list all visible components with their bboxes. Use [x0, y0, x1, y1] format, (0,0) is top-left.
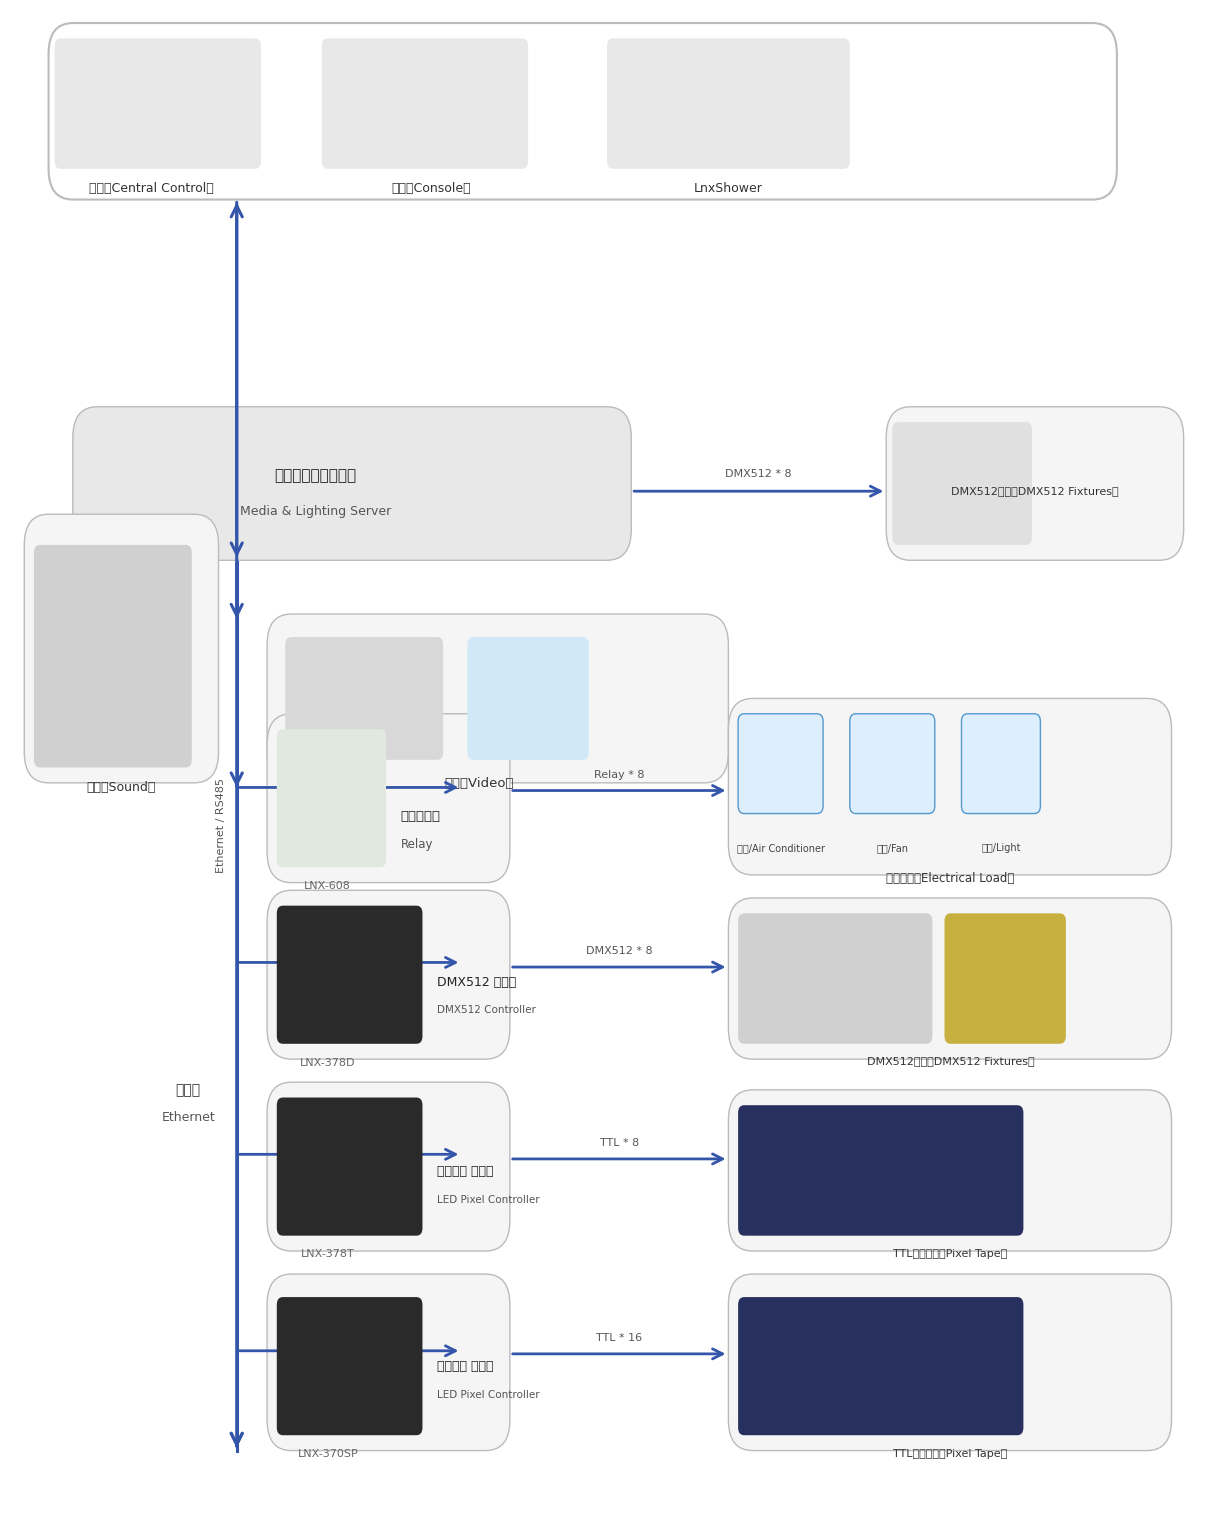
Text: DMX512 控制器: DMX512 控制器 [437, 976, 516, 989]
FancyBboxPatch shape [738, 1297, 1023, 1435]
Text: Ethernet: Ethernet [161, 1111, 215, 1124]
FancyBboxPatch shape [285, 637, 443, 760]
FancyBboxPatch shape [73, 407, 631, 560]
Text: DMX512 Controller: DMX512 Controller [437, 1005, 535, 1015]
FancyBboxPatch shape [267, 714, 510, 883]
FancyBboxPatch shape [277, 1297, 422, 1435]
Text: Ethernet / RS485: Ethernet / RS485 [216, 778, 226, 872]
Text: 像素灯带 控制器: 像素灯带 控制器 [437, 1165, 494, 1177]
FancyBboxPatch shape [49, 23, 1117, 200]
Text: Relay * 8: Relay * 8 [594, 769, 645, 780]
FancyBboxPatch shape [467, 637, 589, 760]
FancyBboxPatch shape [728, 1274, 1172, 1451]
Text: TTL像素灯带（Pixel Tape）: TTL像素灯带（Pixel Tape） [894, 1249, 1008, 1260]
FancyBboxPatch shape [267, 1082, 510, 1251]
FancyBboxPatch shape [267, 614, 728, 783]
Text: LNX-370SP: LNX-370SP [297, 1449, 358, 1460]
Text: LNX-378D: LNX-378D [300, 1058, 356, 1068]
Text: Media & Lighting Server: Media & Lighting Server [240, 505, 391, 517]
FancyBboxPatch shape [24, 514, 219, 783]
Text: DMX512灯具（DMX512 Fixtures）: DMX512灯具（DMX512 Fixtures） [867, 1056, 1034, 1067]
Text: 电气负载（Electrical Load）: 电气负载（Electrical Load） [886, 872, 1015, 884]
Text: TTL像素灯带（Pixel Tape）: TTL像素灯带（Pixel Tape） [894, 1449, 1008, 1460]
FancyBboxPatch shape [322, 38, 528, 169]
Text: 空调/Air Conditioner: 空调/Air Conditioner [737, 843, 824, 853]
Text: 媒体灯光主控服务器: 媒体灯光主控服务器 [274, 468, 357, 484]
FancyBboxPatch shape [961, 714, 1040, 814]
Text: DMX512 * 8: DMX512 * 8 [726, 468, 792, 479]
Text: 继电器开关: 继电器开关 [401, 810, 441, 823]
Text: 控台（Console）: 控台（Console） [391, 183, 471, 195]
FancyBboxPatch shape [892, 422, 1032, 545]
Text: 音响（Sound）: 音响（Sound） [86, 781, 157, 794]
FancyBboxPatch shape [267, 1274, 510, 1451]
Text: 以太网: 以太网 [176, 1082, 200, 1098]
FancyBboxPatch shape [277, 1098, 422, 1236]
FancyBboxPatch shape [728, 698, 1172, 875]
Text: LED Pixel Controller: LED Pixel Controller [437, 1196, 540, 1205]
Text: LED Pixel Controller: LED Pixel Controller [437, 1391, 540, 1400]
Text: 像素灯带 控制器: 像素灯带 控制器 [437, 1360, 494, 1372]
Text: 灯具/Light: 灯具/Light [982, 843, 1021, 853]
FancyBboxPatch shape [886, 407, 1184, 560]
Text: 视频（Video）: 视频（Video） [444, 777, 515, 789]
FancyBboxPatch shape [277, 729, 386, 867]
FancyBboxPatch shape [267, 890, 510, 1059]
Text: DMX512 * 8: DMX512 * 8 [586, 946, 652, 956]
FancyBboxPatch shape [738, 714, 823, 814]
FancyBboxPatch shape [277, 906, 422, 1044]
FancyBboxPatch shape [34, 545, 192, 768]
Text: TTL * 8: TTL * 8 [600, 1137, 639, 1148]
Text: DMX512灯具（DMX512 Fixtures）: DMX512灯具（DMX512 Fixtures） [951, 487, 1119, 496]
FancyBboxPatch shape [607, 38, 850, 169]
FancyBboxPatch shape [738, 913, 932, 1044]
Text: LNX-378T: LNX-378T [301, 1249, 354, 1260]
FancyBboxPatch shape [738, 1105, 1023, 1236]
FancyBboxPatch shape [728, 1090, 1172, 1251]
Text: Relay: Relay [401, 838, 433, 850]
FancyBboxPatch shape [728, 898, 1172, 1059]
FancyBboxPatch shape [55, 38, 261, 169]
Text: TTL * 16: TTL * 16 [596, 1332, 642, 1343]
FancyBboxPatch shape [850, 714, 935, 814]
Text: LnxShower: LnxShower [694, 183, 762, 195]
Text: 中控（Central Control）: 中控（Central Control） [90, 183, 214, 195]
Text: 风机/Fan: 风机/Fan [877, 843, 908, 853]
Text: LNX-608: LNX-608 [305, 881, 351, 892]
FancyBboxPatch shape [944, 913, 1066, 1044]
